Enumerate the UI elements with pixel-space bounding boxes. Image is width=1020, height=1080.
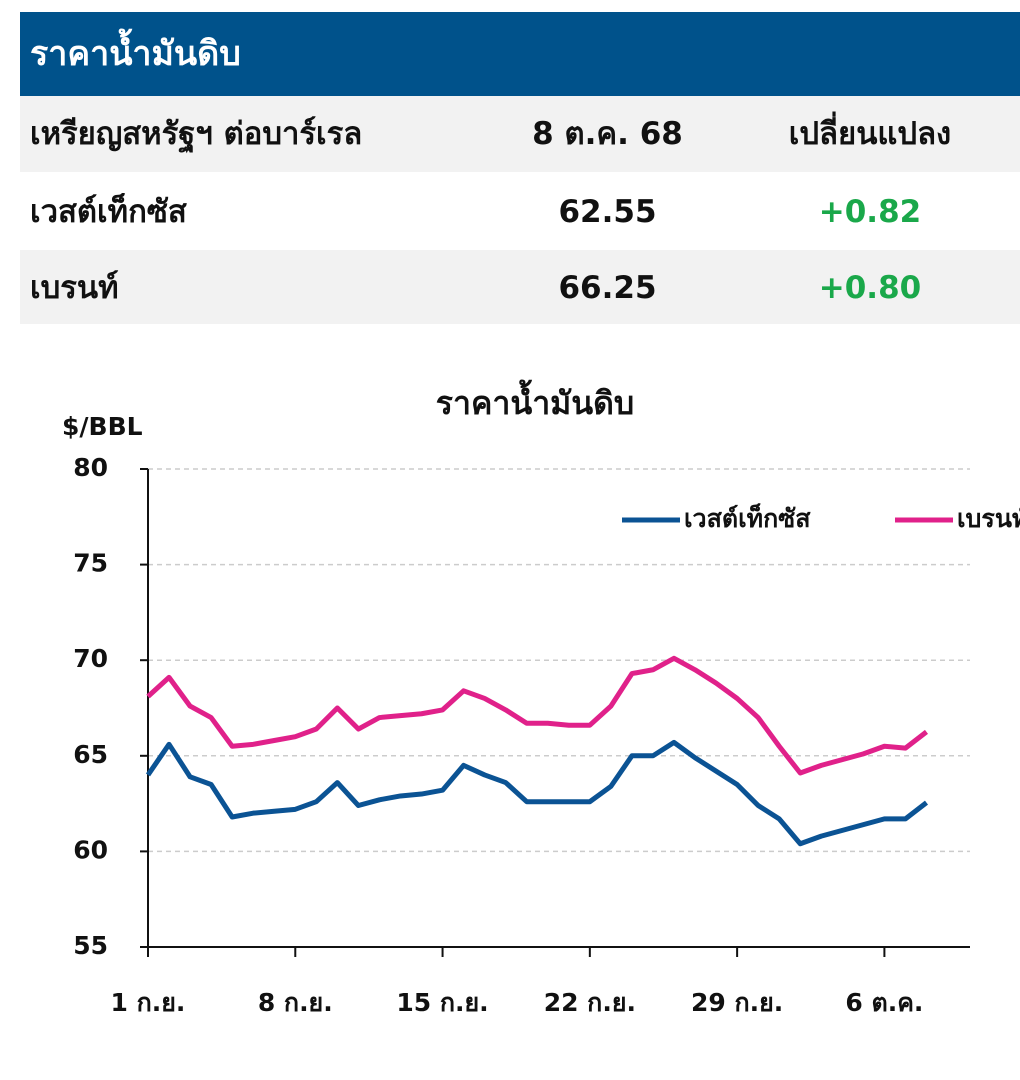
price: 66.25 <box>558 270 657 306</box>
chart-title: ราคาน้ำมันดิบ <box>436 379 634 422</box>
x-tick-label: 22 ก.ย. <box>544 988 636 1017</box>
y-tick-label: 75 <box>73 549 108 578</box>
y-tick-label: 80 <box>73 453 108 482</box>
y-axis-unit: $/BBL <box>62 412 143 441</box>
x-tick-label: 8 ก.ย. <box>258 988 333 1017</box>
row-label: เวสต์เท็กซัส <box>30 194 187 230</box>
x-tick-label: 1 ก.ย. <box>111 988 186 1017</box>
legend-label: เวสต์เท็กซัส <box>684 503 811 533</box>
line-series <box>145 739 929 847</box>
y-tick-label: 65 <box>73 740 108 769</box>
change: +0.80 <box>818 270 922 306</box>
x-tick-label: 6 ต.ค. <box>845 988 923 1017</box>
y-tick-label: 55 <box>73 931 108 960</box>
header-title: ราคาน้ำมันดิบ <box>20 12 1020 96</box>
x-tick-label: 15 ก.ย. <box>396 988 488 1017</box>
y-tick-label: 70 <box>73 644 108 673</box>
header-cell: 8 ต.ค. 68 <box>532 116 683 152</box>
legend-label: เบรนท์ <box>957 504 1020 533</box>
header-cell: เหรียญสหรัฐฯ ต่อบาร์เรล <box>30 116 363 152</box>
y-tick-label: 60 <box>73 835 108 864</box>
row-label: เบรนท์ <box>30 270 119 306</box>
table-row: เบรนท์ 66.25 +0.80 <box>20 250 1020 324</box>
price: 62.55 <box>558 194 657 230</box>
table-row: เวสต์เท็กซัส 62.55 +0.82 <box>20 174 1020 250</box>
header-cell: เปลี่ยนแปลง <box>788 116 952 152</box>
line-series <box>146 655 929 776</box>
x-tick-label: 29 ก.ย. <box>691 988 783 1017</box>
change: +0.82 <box>818 194 922 230</box>
table-header-row: เหรียญสหรัฐฯ ต่อบาร์เรล 8 ต.ค. 68 เปลี่ย… <box>20 96 1020 172</box>
